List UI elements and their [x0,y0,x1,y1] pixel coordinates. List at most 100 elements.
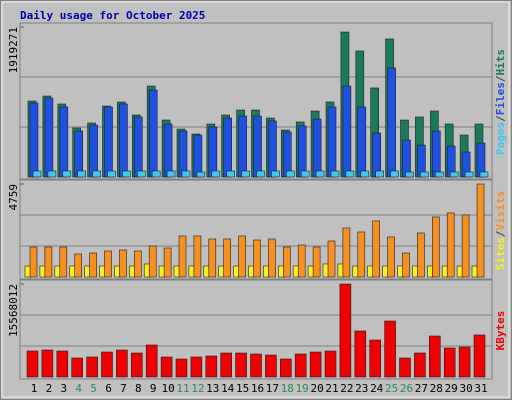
bar [238,115,247,178]
bar [178,130,188,178]
bar [253,239,261,278]
bar [193,235,202,278]
bar [77,170,86,178]
bar [119,103,128,178]
bar [309,351,322,378]
bar [300,170,310,178]
bar [148,89,158,178]
x-tick-label: 2 [46,382,53,395]
bar [345,170,355,178]
bar [250,353,262,378]
x-tick-label: 26 [400,382,413,395]
legend-entry: Pages [494,122,507,155]
bar [390,170,399,178]
bar [238,235,246,278]
bar [235,352,247,378]
bar [265,354,277,378]
bar [178,235,187,278]
bar [175,358,188,378]
bar [190,356,203,378]
legend-entry: Files [494,82,507,115]
bar [446,212,455,278]
x-tick-label: 9 [150,382,157,395]
x-tick-label: 24 [370,382,384,395]
bar [145,344,158,378]
bar [44,97,54,178]
bar [220,352,232,378]
x-tick-label: 25 [385,382,398,395]
bar [223,238,231,278]
x-tick-label: 7 [120,382,127,395]
bar [324,350,337,378]
bar [312,118,322,178]
bar [342,85,352,178]
legend: Sites/Visits [494,191,507,271]
x-tick-label: 13 [206,382,219,395]
bar [29,102,39,178]
bar [107,170,116,178]
bar [122,170,131,178]
bar [384,320,396,378]
legend: KBytes [494,311,507,351]
bar [473,334,486,378]
bar [137,170,146,178]
bar [241,170,250,178]
bar [205,355,218,378]
bar [59,106,69,178]
bar [131,352,143,378]
bar [327,106,337,178]
bar [62,170,72,178]
bar [479,171,489,178]
bar [71,357,83,378]
bar [89,124,98,178]
x-tick-label: 17 [266,382,279,395]
y-tick-label: 1919271 [7,27,20,73]
bar [104,250,112,278]
bar [134,250,142,278]
bar [256,170,265,178]
bar [399,357,411,378]
bar [372,220,381,278]
bar [26,350,39,378]
bar [151,170,161,178]
bar [211,170,221,178]
bar [59,246,68,278]
bar [148,245,157,278]
bar [74,253,82,278]
x-tick-label: 15 [236,382,249,395]
bar [297,244,306,278]
bar [449,171,459,178]
bar [268,238,276,278]
x-tick-label: 8 [135,382,142,395]
bar [387,67,396,178]
bar [402,252,410,278]
bar [166,170,176,178]
bar [208,238,217,278]
bar [372,132,382,178]
y-tick-label: 15568012 [7,284,20,337]
bar [360,170,370,178]
bar [271,170,280,178]
bar [330,170,340,178]
bar [47,170,57,178]
x-tick-label: 18 [281,382,294,395]
x-tick-label: 1 [31,382,38,395]
x-tick-label: 27 [415,382,428,395]
bar [181,170,191,178]
chart-title: Daily usage for October 2025 [20,9,205,22]
bar [268,120,277,178]
legend-entry: Visits [494,191,507,231]
legend-separator: / [494,75,507,82]
legend: Pages/Files/Hits [494,49,507,155]
bar [253,115,262,178]
bar [417,232,425,278]
bar [402,139,411,178]
bar [342,227,351,278]
bar [223,117,232,178]
x-tick-label: 3 [60,382,67,395]
legend-entry: KBytes [494,311,507,351]
bar [282,246,291,278]
x-tick-label: 31 [474,382,487,395]
x-tick-label: 6 [105,382,112,395]
